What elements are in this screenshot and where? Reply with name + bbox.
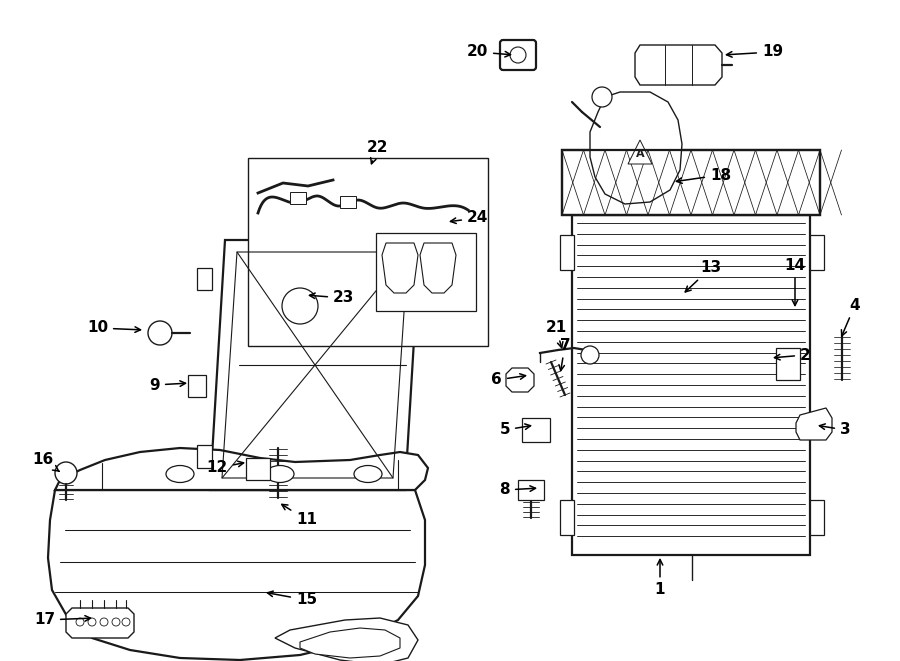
- Text: 1: 1: [655, 559, 665, 598]
- Circle shape: [592, 87, 612, 107]
- Polygon shape: [796, 408, 832, 440]
- Circle shape: [55, 462, 77, 484]
- Text: 6: 6: [491, 373, 526, 387]
- Text: 12: 12: [207, 461, 244, 475]
- Text: 19: 19: [726, 44, 783, 59]
- Polygon shape: [300, 628, 400, 658]
- Bar: [376, 233, 476, 311]
- Circle shape: [122, 618, 130, 626]
- Text: 3: 3: [819, 422, 850, 438]
- FancyBboxPatch shape: [500, 40, 536, 70]
- Circle shape: [76, 618, 84, 626]
- Bar: [248, 158, 488, 346]
- Ellipse shape: [354, 465, 382, 483]
- Text: 4: 4: [842, 297, 860, 336]
- Text: 2: 2: [775, 348, 811, 362]
- Text: 10: 10: [87, 321, 140, 336]
- Text: 11: 11: [282, 504, 317, 527]
- Circle shape: [148, 321, 172, 345]
- Text: 18: 18: [677, 167, 731, 183]
- Polygon shape: [382, 243, 418, 293]
- Polygon shape: [275, 618, 418, 661]
- Text: 23: 23: [310, 290, 355, 305]
- Bar: [340, 196, 356, 208]
- Circle shape: [112, 618, 120, 626]
- Text: 21: 21: [545, 321, 567, 348]
- Bar: [518, 480, 544, 500]
- Polygon shape: [420, 243, 456, 293]
- Text: 8: 8: [500, 483, 536, 498]
- Text: 20: 20: [466, 44, 510, 59]
- Text: A: A: [635, 149, 644, 159]
- Bar: [560, 235, 574, 270]
- Bar: [810, 235, 824, 270]
- Text: 22: 22: [366, 141, 388, 164]
- Circle shape: [282, 288, 318, 324]
- Text: 9: 9: [149, 377, 185, 393]
- Polygon shape: [48, 490, 425, 660]
- Bar: [246, 458, 270, 480]
- Bar: [560, 500, 574, 535]
- Text: 14: 14: [785, 258, 806, 305]
- Polygon shape: [590, 92, 682, 204]
- Polygon shape: [197, 445, 212, 468]
- Bar: [188, 375, 206, 397]
- Bar: [572, 215, 810, 555]
- Text: 17: 17: [34, 613, 91, 627]
- Bar: [562, 150, 820, 215]
- Bar: [522, 418, 550, 442]
- Polygon shape: [66, 608, 134, 638]
- Text: 15: 15: [267, 591, 317, 607]
- Circle shape: [100, 618, 108, 626]
- Polygon shape: [210, 240, 420, 490]
- Text: 7: 7: [559, 338, 571, 371]
- Circle shape: [510, 47, 526, 63]
- Polygon shape: [55, 448, 428, 490]
- Bar: [562, 150, 820, 215]
- Text: 5: 5: [500, 422, 531, 438]
- Text: 16: 16: [32, 453, 59, 471]
- Circle shape: [581, 346, 599, 364]
- Ellipse shape: [166, 465, 194, 483]
- Text: 13: 13: [685, 260, 721, 292]
- Polygon shape: [506, 368, 534, 392]
- Ellipse shape: [266, 465, 294, 483]
- Bar: [290, 192, 306, 204]
- Bar: [810, 500, 824, 535]
- Polygon shape: [197, 268, 212, 290]
- Text: 24: 24: [450, 210, 489, 225]
- Polygon shape: [635, 45, 722, 85]
- Bar: [776, 348, 800, 380]
- Polygon shape: [628, 140, 652, 164]
- Circle shape: [88, 618, 96, 626]
